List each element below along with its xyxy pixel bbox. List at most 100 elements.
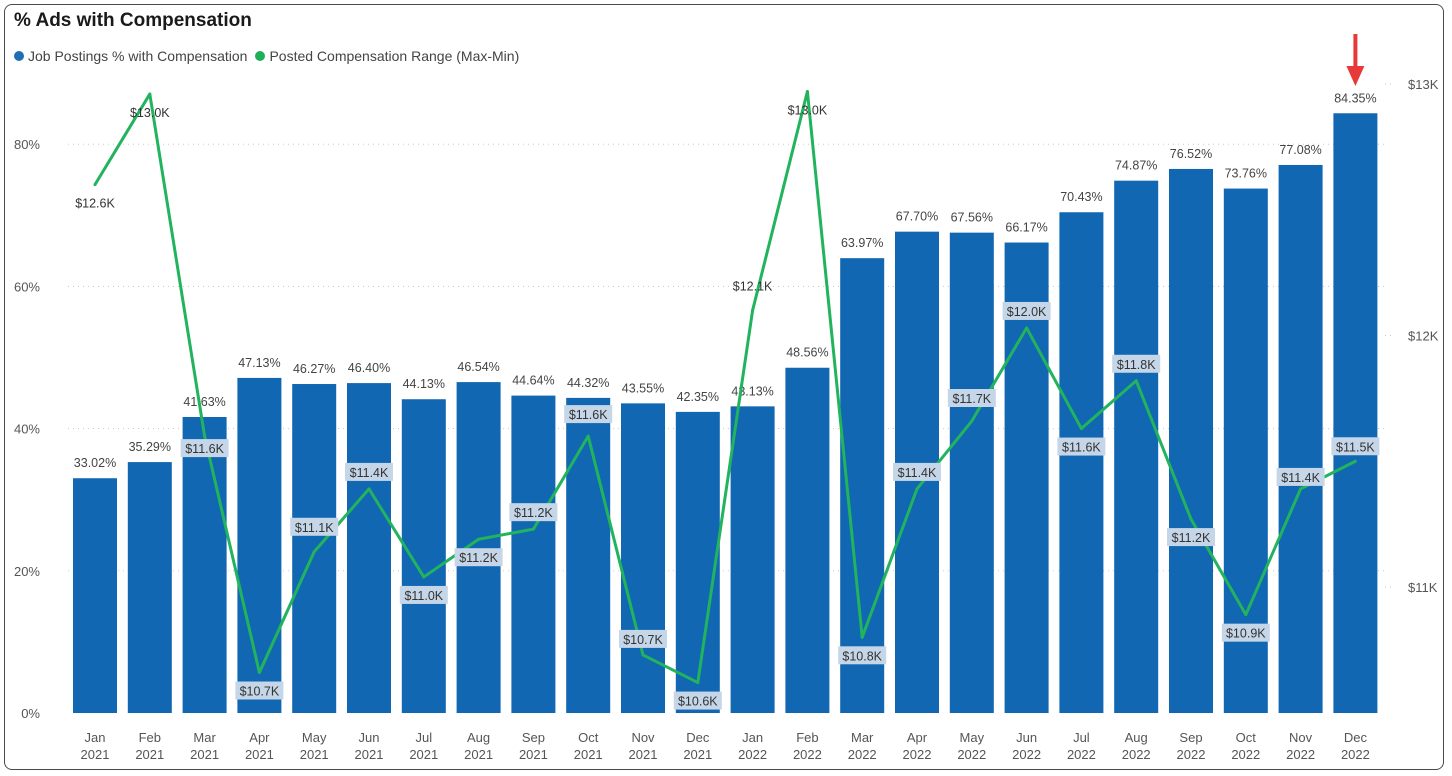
bar (456, 382, 501, 713)
x-axis: Jan 2021 Feb 2021 Mar 2021 Apr 2021 May 2021 Jun 20… (81, 730, 1370, 762)
x-tick-month: Dec (686, 730, 710, 745)
bar (621, 403, 665, 713)
bar-data-label: 41.63% (183, 395, 225, 409)
x-tick-year: 2022 (1286, 747, 1315, 762)
line-point (751, 308, 755, 312)
line-point (1025, 326, 1029, 330)
x-tick-month: Feb (796, 730, 818, 745)
line-point (1134, 379, 1138, 383)
line-data-label: $12.1K (733, 279, 773, 293)
bar (511, 395, 556, 713)
bar-data-label: 35.29% (129, 440, 171, 454)
x-tick-year: 2021 (81, 747, 110, 762)
bar (347, 383, 391, 713)
line-label-bg (1112, 354, 1161, 373)
line-point (1079, 427, 1083, 431)
line-point (367, 487, 371, 491)
bar (675, 411, 720, 713)
x-tick-year: 2022 (903, 747, 932, 762)
x-tick-month: Oct (1236, 730, 1257, 745)
x-tick-year: 2022 (738, 747, 767, 762)
x-tick-year: 2022 (1122, 747, 1151, 762)
line-data-label: $10.6K (678, 695, 718, 709)
x-tick-month: Dec (1344, 730, 1368, 745)
x-tick-year: 2022 (1067, 747, 1096, 762)
bar-data-labels: 33.02% 35.29% 41.63% 47.13% 46.27% 46.40% 44.1… (74, 91, 1377, 470)
legend-bar-marker (14, 51, 24, 61)
bar (1169, 168, 1213, 713)
line-point (93, 183, 97, 187)
x-tick-year: 2021 (300, 747, 329, 762)
line-data-label: $11.1K (295, 521, 334, 535)
bar-data-label: 84.35% (1334, 91, 1376, 105)
legend-line-label: Posted Compensation Range (Max-Min) (269, 48, 520, 64)
x-tick-year: 2022 (957, 747, 986, 762)
line-data-label: $13.0K (788, 104, 828, 118)
line-data-label: $12.6K (75, 197, 115, 211)
x-tick-year: 2022 (1341, 747, 1370, 762)
bar-data-label: 46.27% (293, 362, 335, 376)
bar-data-label: 76.52% (1170, 147, 1212, 161)
right-axis: $11K $12K $13K (1408, 77, 1439, 595)
y-left-tick-label: 40% (14, 422, 40, 437)
bar (1114, 180, 1159, 713)
y-left-tick-label: 20% (14, 564, 40, 579)
x-tick-month: Jul (415, 730, 432, 745)
line-label-bg (180, 439, 229, 458)
bar-data-label: 66.17% (1005, 221, 1047, 235)
gridlines (68, 83, 1395, 588)
line-label-bg (1167, 528, 1215, 547)
y-left-tick-label: 0% (21, 706, 40, 721)
bar-data-label: 46.54% (457, 360, 499, 374)
line-label-bg (673, 691, 722, 710)
bar (237, 377, 282, 713)
line-data-label: $11.5K (1336, 440, 1375, 454)
line-data-label: $10.7K (623, 633, 663, 647)
line-label-bg (1221, 623, 1270, 642)
y-right-tick-label: $13K (1408, 77, 1439, 92)
bar-data-label: 44.64% (512, 374, 554, 388)
y-left-tick-label: 60% (14, 279, 40, 294)
bar-data-label: 44.32% (567, 376, 609, 390)
legend-item-line[interactable]: Posted Compensation Range (Max-Min) (255, 48, 519, 64)
x-tick-month: Nov (631, 730, 655, 745)
line-data-label: $11.2K (514, 506, 553, 520)
line-label-bg (1057, 437, 1106, 456)
bar-data-label: 47.13% (238, 356, 280, 370)
line-point (1244, 613, 1248, 617)
bar (182, 417, 227, 713)
line-data-label: $10.8K (842, 649, 882, 663)
line-data-label: $11.7K (952, 392, 991, 406)
legend-item-bar[interactable]: Job Postings % with Compensation (14, 48, 247, 64)
bar (566, 397, 611, 713)
line-point (422, 575, 426, 579)
line-point (696, 681, 700, 685)
line-point (531, 527, 535, 531)
x-tick-month: May (302, 730, 327, 745)
bar-data-label: 67.56% (951, 211, 993, 225)
line-data-label: $10.9K (1226, 627, 1266, 641)
x-tick-year: 2022 (1231, 747, 1260, 762)
legend-line-marker (255, 51, 266, 61)
line-data-label: $11.6K (1062, 441, 1101, 455)
line-data-label: $11.6K (569, 408, 608, 422)
line-data-label: $11.4K (350, 466, 389, 480)
bar-data-label: 46.40% (348, 361, 390, 375)
line-data-label: $11.0K (404, 589, 443, 603)
x-tick-month: Jan (742, 730, 763, 745)
x-tick-year: 2021 (629, 747, 658, 762)
arrow-head (1346, 66, 1365, 86)
bar (127, 462, 172, 713)
bar-series (73, 113, 1378, 714)
bar-data-label: 43.55% (622, 381, 664, 395)
line-label-bg (1276, 467, 1325, 486)
line-label-bg (454, 548, 503, 567)
x-tick-month: Jun (359, 730, 380, 745)
left-axis: 0% 20% 40% 60% 80% (14, 137, 40, 721)
bar (1278, 164, 1323, 714)
x-tick-year: 2021 (683, 747, 712, 762)
bar-data-label: 42.35% (677, 390, 719, 404)
bar-data-label: 44.13% (403, 377, 445, 391)
bar-data-label: 70.43% (1060, 190, 1102, 204)
legend-bar-label: Job Postings % with Compensation (28, 48, 248, 64)
